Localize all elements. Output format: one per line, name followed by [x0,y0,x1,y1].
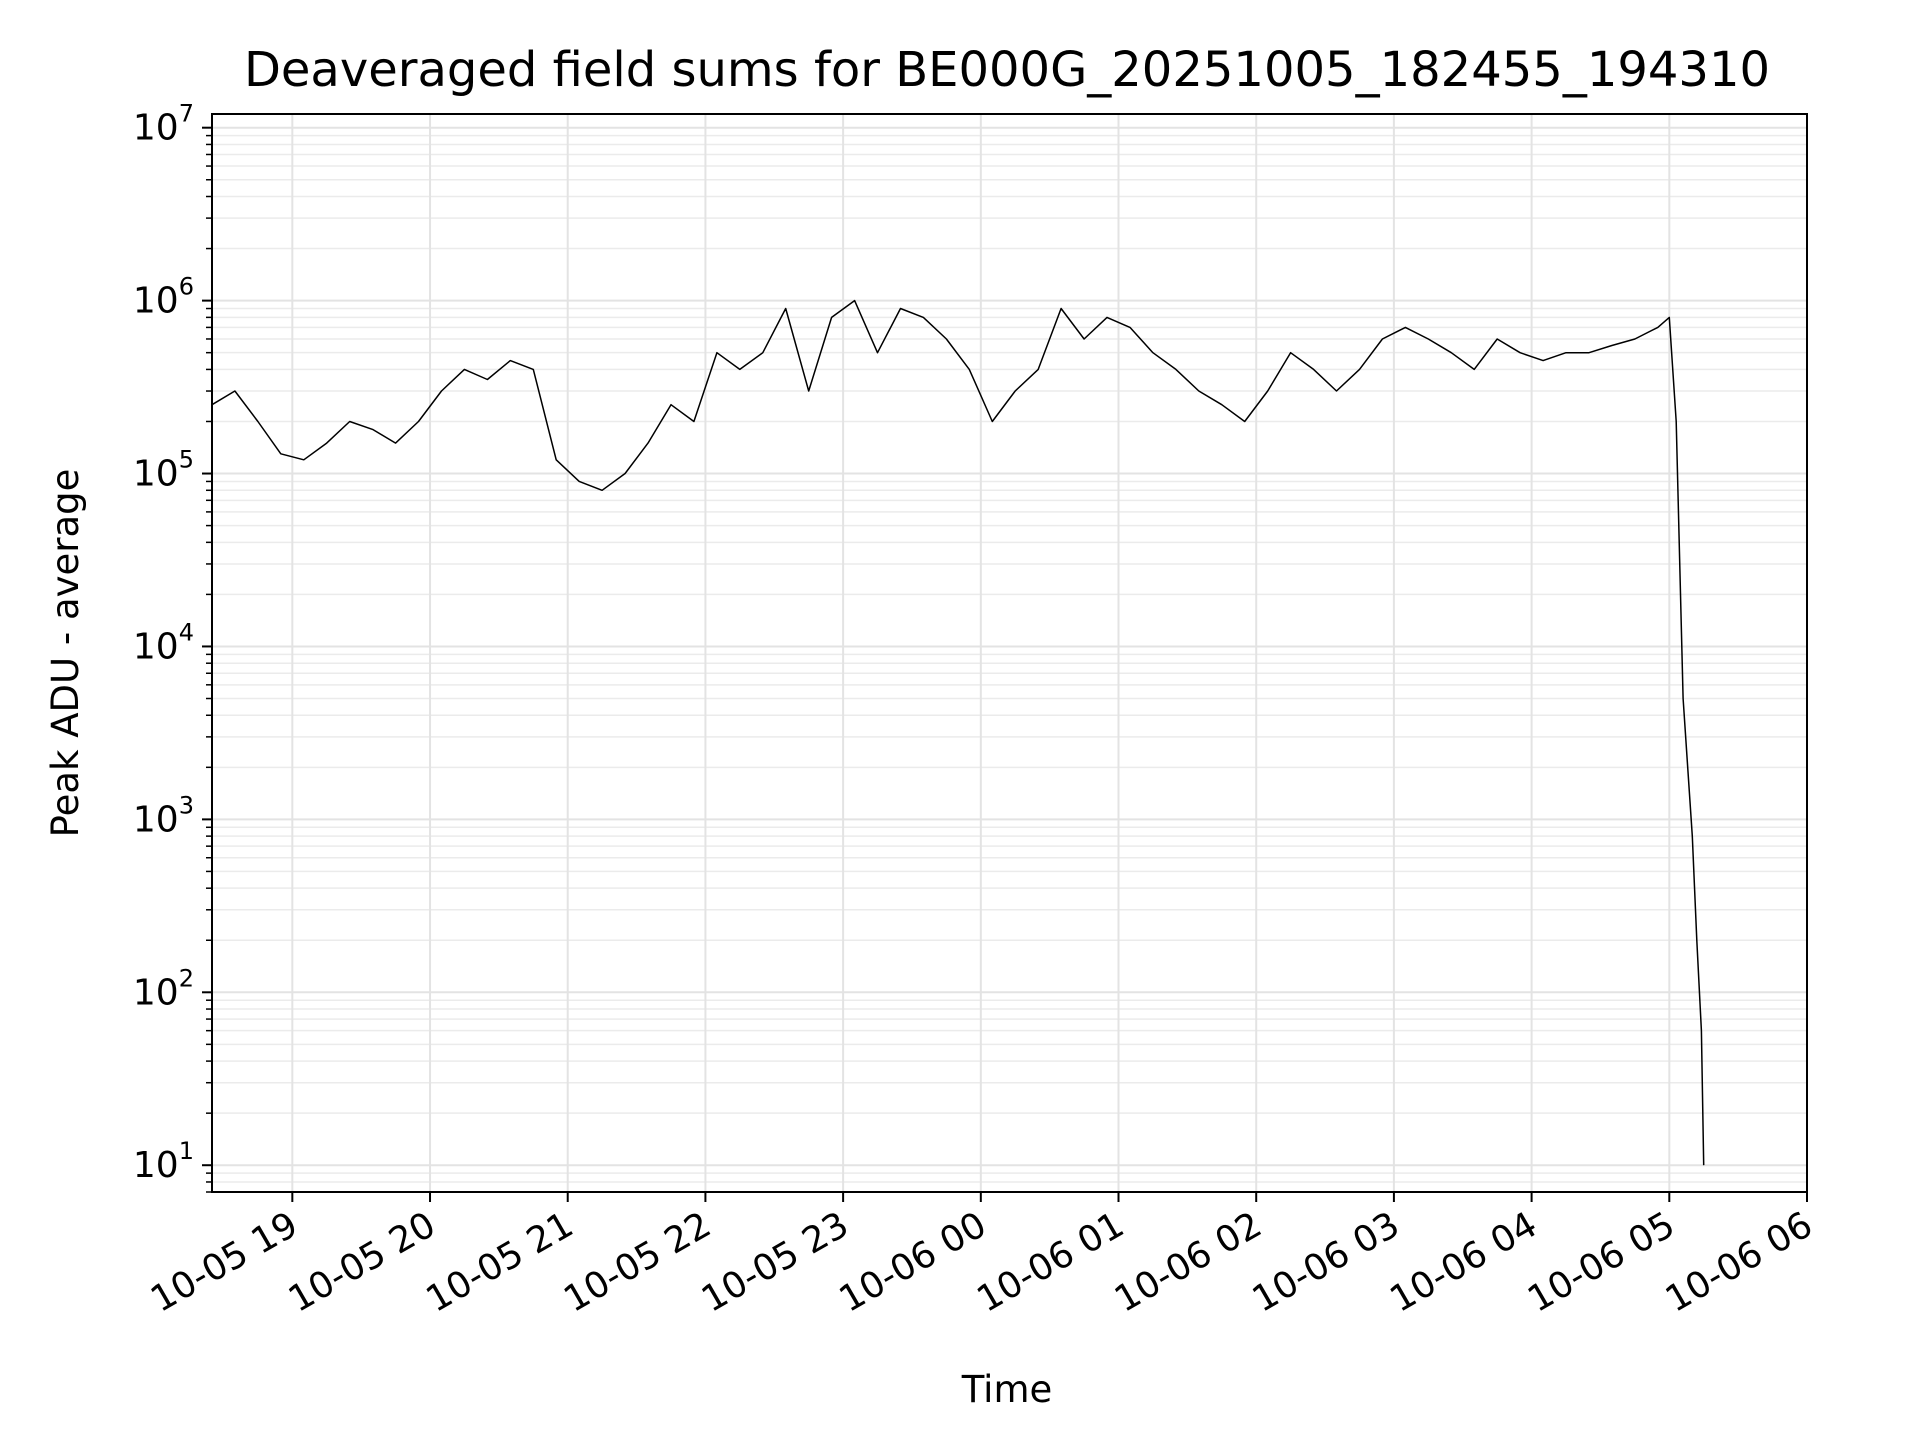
x-tick-label: 10-06 06 [1659,1204,1820,1320]
x-axis-label: Time [961,1368,1053,1411]
x-tick-label: 10-06 05 [1521,1204,1682,1320]
y-tick-label: 106 [133,273,194,322]
y-tick-label: 107 [133,100,194,149]
x-tick-label: 10-05 20 [282,1204,443,1320]
plot-frame [211,113,1808,1193]
x-tick-label: 10-06 03 [1246,1204,1407,1320]
chart-title: Deaveraged field sums for BE000G_2025100… [244,42,1770,98]
grid [212,114,1807,1193]
y-tick-label: 105 [133,446,194,495]
x-tick-label: 10-05 23 [695,1204,856,1320]
series-line [211,299,1705,1166]
y-tick-label: 104 [133,618,194,667]
x-tick-label: 10-05 21 [420,1204,581,1320]
y-tick-label: 103 [133,791,194,840]
x-tick-label: 10-05 22 [557,1204,718,1320]
y-tick-label: 101 [133,1137,194,1186]
x-tick-label: 10-06 00 [833,1204,994,1320]
series-layer [211,299,1705,1166]
x-tick-label: 10-06 02 [1108,1204,1269,1320]
x-tick-label: 10-06 01 [970,1204,1131,1320]
y-axis: 101 102 103 104 105 106 107 [133,100,212,1193]
y-axis-label: Peak ADU - average [44,469,87,838]
x-tick-label: 10-06 04 [1383,1204,1544,1320]
y-tick-label: 102 [133,964,194,1013]
x-tick-label: 10-05 19 [144,1204,305,1320]
